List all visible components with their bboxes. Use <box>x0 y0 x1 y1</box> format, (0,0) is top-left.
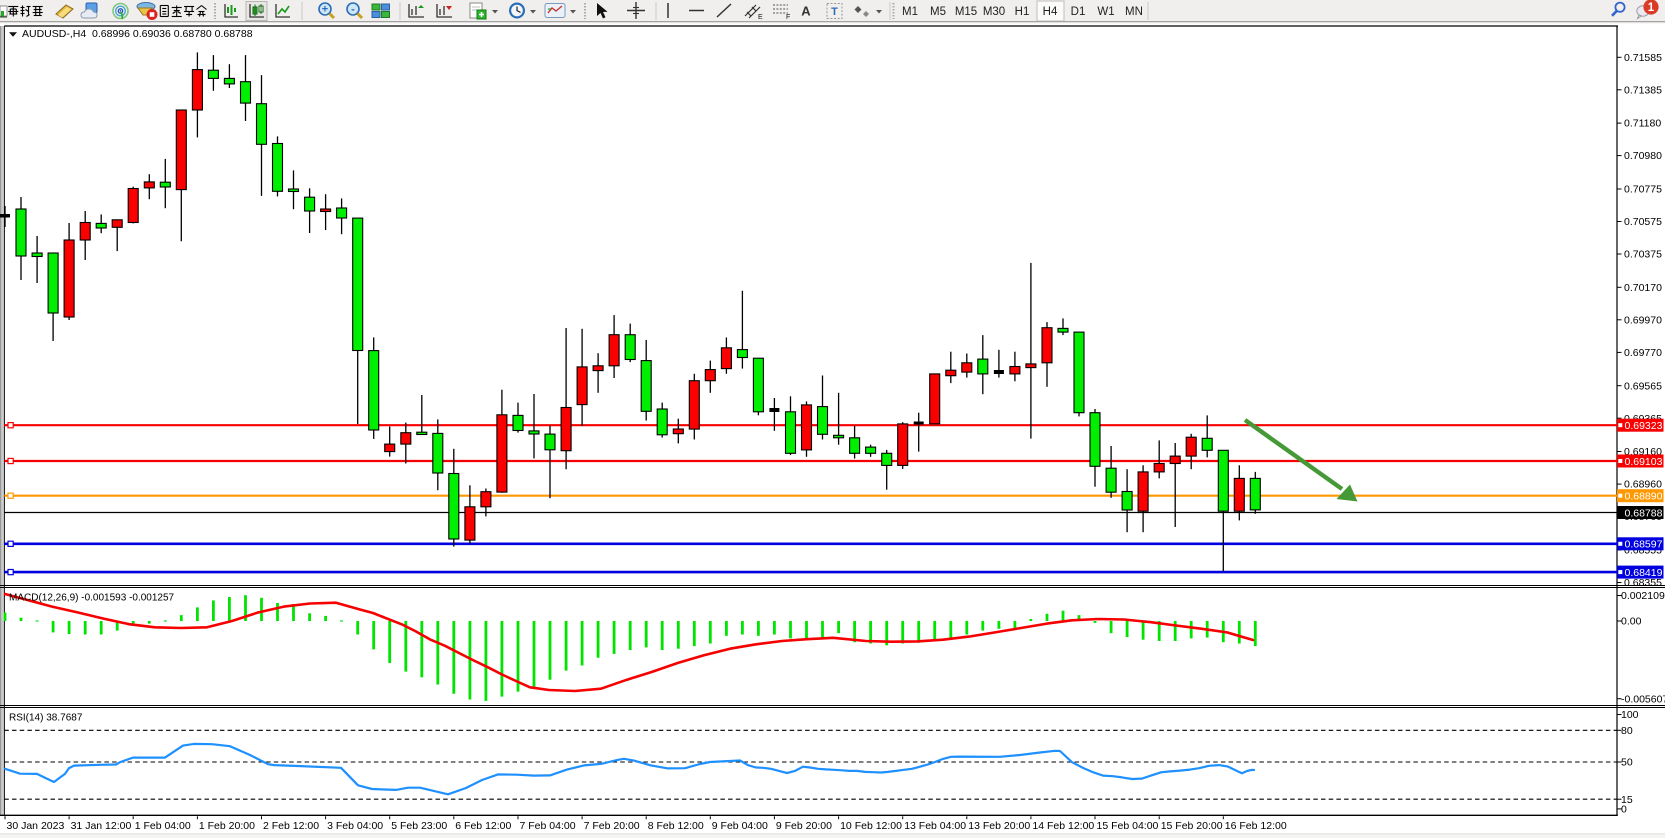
svg-text:H4: H4 <box>1043 6 1058 18</box>
svg-text:1 Feb 04:00: 1 Feb 04:00 <box>135 820 191 832</box>
svg-text:0: 0 <box>1621 804 1627 816</box>
svg-text:0.71585: 0.71585 <box>1624 52 1662 64</box>
svg-text:0.00: 0.00 <box>1621 616 1642 628</box>
svg-text:9 Feb 04:00: 9 Feb 04:00 <box>712 820 768 832</box>
svg-text:0.69565: 0.69565 <box>1624 380 1662 392</box>
svg-text:7 Feb 20:00: 7 Feb 20:00 <box>584 820 640 832</box>
svg-text:0.70375: 0.70375 <box>1624 249 1662 261</box>
svg-text:0.68890: 0.68890 <box>1625 491 1663 503</box>
svg-text:T: T <box>831 6 838 18</box>
svg-text:6 Feb 12:00: 6 Feb 12:00 <box>455 820 511 832</box>
svg-text:31 Jan 12:00: 31 Jan 12:00 <box>71 820 132 832</box>
svg-text:0.68597: 0.68597 <box>1625 539 1663 551</box>
svg-text:0.69970: 0.69970 <box>1624 314 1662 326</box>
svg-text:7 Feb 04:00: 7 Feb 04:00 <box>520 820 576 832</box>
svg-text:A: A <box>801 4 811 19</box>
svg-text:0.002109: 0.002109 <box>1621 590 1665 602</box>
svg-text:F: F <box>786 14 790 21</box>
svg-text:3 Feb 04:00: 3 Feb 04:00 <box>327 820 383 832</box>
svg-text:0.70775: 0.70775 <box>1624 184 1662 196</box>
svg-text:0.68960: 0.68960 <box>1624 479 1662 491</box>
svg-text:0.71180: 0.71180 <box>1624 118 1661 130</box>
svg-text:0.70170: 0.70170 <box>1624 282 1662 294</box>
svg-text:13 Feb 04:00: 13 Feb 04:00 <box>904 820 966 832</box>
svg-text:0.68355: 0.68355 <box>1624 577 1662 589</box>
svg-text:30 Jan 2023: 30 Jan 2023 <box>7 820 65 832</box>
svg-text:16 Feb 12:00: 16 Feb 12:00 <box>1225 820 1287 832</box>
svg-text:15: 15 <box>1621 794 1633 806</box>
svg-text:100: 100 <box>1621 709 1639 721</box>
svg-text:80: 80 <box>1621 725 1633 737</box>
svg-text:0.68788: 0.68788 <box>1625 507 1663 519</box>
svg-text:0.68419: 0.68419 <box>1625 567 1663 579</box>
svg-text:15 Feb 20:00: 15 Feb 20:00 <box>1161 820 1223 832</box>
svg-text:1: 1 <box>1648 2 1655 14</box>
svg-text:15 Feb 04:00: 15 Feb 04:00 <box>1097 820 1159 832</box>
svg-text:13 Feb 20:00: 13 Feb 20:00 <box>968 820 1030 832</box>
svg-text:AUDUSD-,H4 0.68996 0.69036 0.: AUDUSD-,H4 0.68996 0.69036 0.68780 0.687… <box>22 28 253 40</box>
svg-text:W1: W1 <box>1097 6 1114 18</box>
svg-text:14 Feb 12:00: 14 Feb 12:00 <box>1032 820 1094 832</box>
svg-text:5 Feb 23:00: 5 Feb 23:00 <box>391 820 447 832</box>
svg-text:0.70980: 0.70980 <box>1624 150 1662 162</box>
svg-text:0.69770: 0.69770 <box>1624 347 1662 359</box>
svg-text:M15: M15 <box>955 6 977 18</box>
svg-text:-0.005607: -0.005607 <box>1621 693 1665 705</box>
svg-text:M30: M30 <box>983 6 1005 18</box>
svg-text:-: - <box>351 4 355 16</box>
svg-text:E: E <box>758 14 763 21</box>
svg-text:50: 50 <box>1621 757 1633 769</box>
svg-text:MN: MN <box>1125 6 1143 18</box>
svg-text:8 Feb 12:00: 8 Feb 12:00 <box>648 820 704 832</box>
svg-text:9 Feb 20:00: 9 Feb 20:00 <box>776 820 832 832</box>
svg-text:M1: M1 <box>902 6 918 18</box>
svg-text:RSI(14) 38.7687: RSI(14) 38.7687 <box>9 713 83 724</box>
svg-text:2 Feb 12:00: 2 Feb 12:00 <box>263 820 319 832</box>
svg-text:D1: D1 <box>1071 6 1086 18</box>
svg-text:0.71385: 0.71385 <box>1624 84 1662 96</box>
svg-text:10 Feb 12:00: 10 Feb 12:00 <box>840 820 902 832</box>
svg-text:M5: M5 <box>930 6 946 18</box>
svg-text:MACD(12,26,9) -0.001593 -0.001: MACD(12,26,9) -0.001593 -0.001257 <box>9 593 175 604</box>
svg-text:0.69323: 0.69323 <box>1625 420 1663 432</box>
svg-text:0.70575: 0.70575 <box>1624 216 1662 228</box>
svg-text:0.69103: 0.69103 <box>1625 456 1663 468</box>
svg-text:+: + <box>322 4 328 16</box>
svg-text:1 Feb 20:00: 1 Feb 20:00 <box>199 820 255 832</box>
svg-text:H1: H1 <box>1015 6 1030 18</box>
